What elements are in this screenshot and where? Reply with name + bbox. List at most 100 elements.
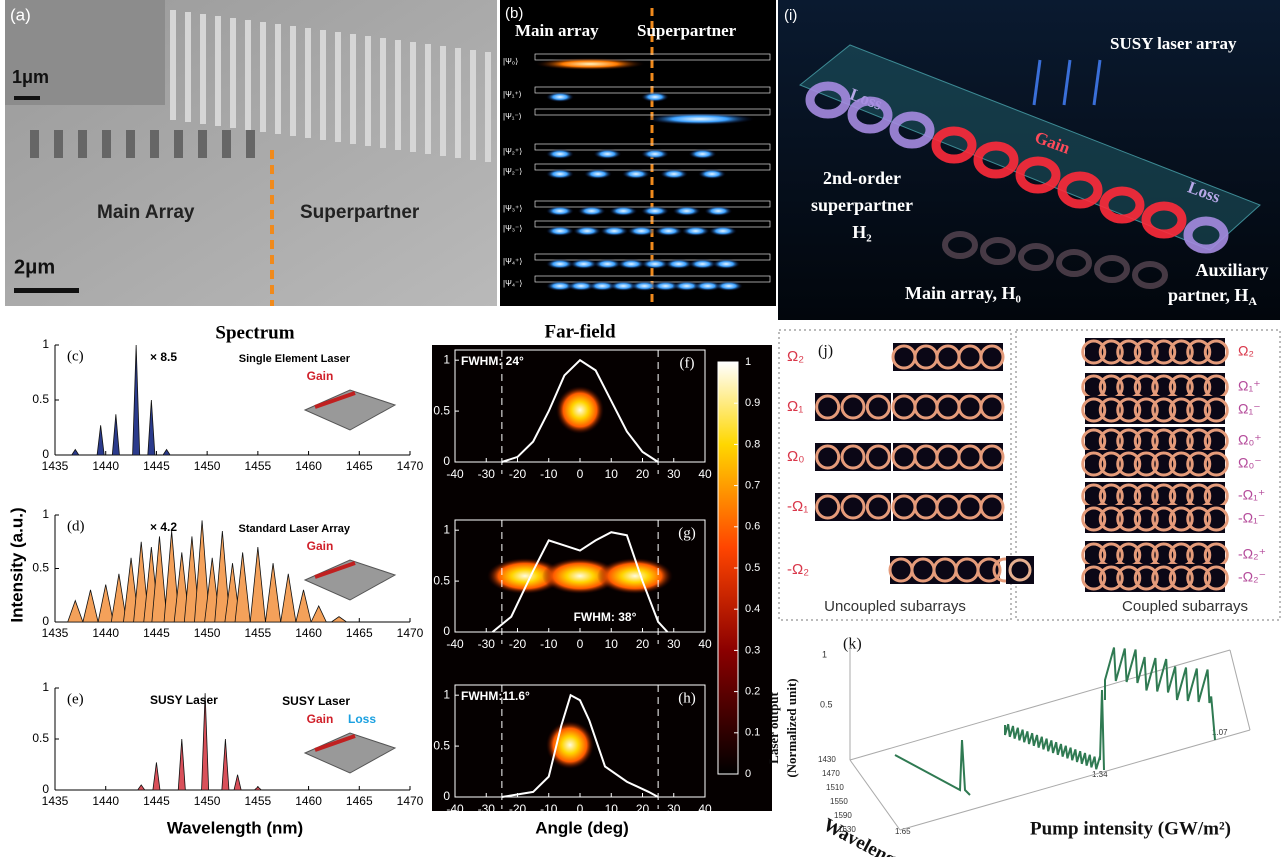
peak [331,617,346,622]
x-tick-label: -40 [446,467,464,481]
x-tick-label: -10 [540,637,558,651]
x-tick-label: 1455 [245,794,272,808]
y-tick-label: 0.5 [32,731,49,745]
x-tick-label: 10 [605,637,619,651]
mode-profile [655,226,683,236]
peak [133,345,140,455]
peak [148,400,155,455]
y-tick-label: 1 [443,687,450,701]
mode-profile [660,169,688,179]
label: superpartner [811,195,913,215]
mode-profile [641,206,669,216]
label: Ω₁ [787,398,803,415]
label: Ω₀⁺ [1238,432,1262,448]
y-tick-label: 0.5 [32,392,49,406]
mode-profile [546,149,574,159]
mode-profile [641,92,669,102]
label: -Ω₁⁻ [1238,510,1265,526]
grating-ridge [455,48,461,158]
label: Main array, H₀ [905,283,1021,303]
mode-label: |Ψ₀⟩ [503,57,518,66]
x-tick-label: 10 [605,802,619,816]
label: -Ω₁⁺ [1238,487,1265,503]
grating-ridge [425,44,431,154]
x-tick-label: -40 [446,802,464,816]
y-tick-label: 0.5 [433,573,450,587]
label: Gain [307,369,334,383]
x-tick-label: 1445 [143,626,170,640]
beam-spot [597,558,673,594]
x-tick-label: 1435 [42,626,69,640]
mode-profile [627,226,655,236]
label: Coupled subarrays [1122,598,1248,615]
mode-profile [578,206,606,216]
x-tick-label: 1460 [295,626,322,640]
x-tick-label: 10 [605,467,619,481]
x-tick-label: 0 [577,467,584,481]
peak [281,574,296,622]
label: Laser output [766,692,781,764]
label: Standard Laser Array [239,523,351,535]
mode-profile [573,226,601,236]
label: Superpartner [637,21,737,40]
label: 1430 [818,755,836,764]
grating-ridge [215,16,221,126]
x-tick-label: -40 [446,637,464,651]
grating-ridge [335,32,341,142]
label: Intensity (a.u.) [7,507,26,622]
label: Ω₀ [787,448,804,465]
x-tick-label: 40 [698,467,712,481]
mode-label: |Ψ₃⁻⟩ [503,224,522,233]
x-tick-label: 1450 [194,794,221,808]
axis-3d [900,730,1250,830]
grating-ridge [230,18,236,128]
label: 2nd-order [823,168,901,188]
label: -Ω₁ [787,498,808,515]
grating-groove [222,130,231,158]
label: -Ω₂⁺ [1238,546,1266,562]
label: (g) [678,525,696,541]
peak [234,775,241,790]
mode-profile [641,149,669,159]
label: Ω₁⁺ [1238,378,1261,394]
label: (j) [818,343,833,360]
label: (i) [784,7,797,24]
label: Gain [307,539,334,553]
label: partner, HA [1168,285,1257,308]
peak [311,606,326,622]
peak [235,552,250,622]
peak [138,785,145,790]
x-tick-label: 1450 [194,459,221,473]
mode-profile [546,226,574,236]
mode-label: |Ψ₂⁻⟩ [503,167,522,176]
x-tick-label: 1465 [346,794,373,808]
peak [254,787,261,790]
colorbar-tick-label: 0.9 [745,397,760,409]
y-tick-label: 0 [42,447,49,461]
axis-3d [850,760,900,830]
x-tick-label: -30 [478,802,496,816]
colorbar-tick-label: 0.2 [745,686,760,698]
grating-ridge [305,28,311,138]
x-tick-label: 30 [667,637,681,651]
grating-groove [246,130,255,158]
mode-profile [712,259,740,269]
label: Angle (deg) [535,818,629,837]
mode-profile [546,169,574,179]
mode-label: |Ψ₁⁻⟩ [503,112,522,121]
peak [72,450,79,456]
x-tick-label: 1440 [92,794,119,808]
label: (h) [678,690,696,706]
x-tick-label: 1470 [397,794,424,808]
grating-groove [150,130,159,158]
x-tick-label: 1460 [295,794,322,808]
grating-groove [174,130,183,158]
label: Single Element Laser [239,353,351,365]
grating-ridge [200,14,206,124]
colorbar-tick-label: 0.6 [745,521,760,533]
peak [163,450,170,456]
mode-profile [546,92,574,102]
label: (d) [67,518,85,534]
peak [68,601,83,622]
grating-ridge [170,10,176,120]
